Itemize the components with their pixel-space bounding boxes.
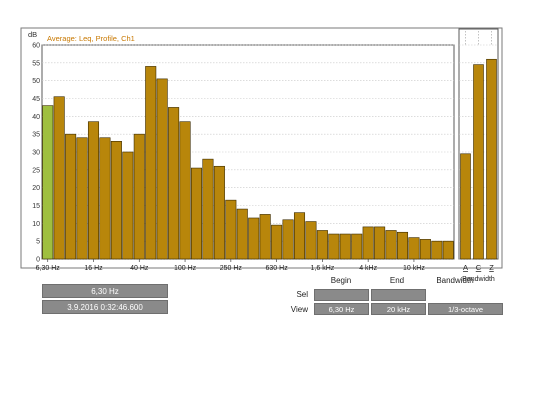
- spectrum-bar: [53, 96, 65, 260]
- x-tick-label: 10 kHz: [403, 265, 425, 272]
- column-header-end: End: [389, 276, 405, 285]
- y-unit-label: dB: [28, 30, 37, 39]
- spectrum-bar: [42, 105, 54, 260]
- spectrum-bar: [305, 221, 317, 260]
- y-tick-label: 40: [32, 114, 40, 121]
- spectrum-bar: [328, 233, 340, 260]
- spectrum-bar: [351, 233, 363, 260]
- broadband-category-label: C: [476, 263, 482, 272]
- x-tick-label: 16 Hz: [84, 265, 103, 272]
- column-header-begin: Begin: [330, 276, 352, 285]
- spectrum-bar: [271, 224, 283, 260]
- spectrum-chart: 0 5 10 15 20 25 30 35 40 45 50 55 60 6,30 Hz 16 Hz 40 H…: [20, 27, 503, 283]
- spectrum-bar: [385, 230, 397, 260]
- spectrum-bar: [431, 240, 443, 260]
- y-tick-label: 10: [32, 221, 40, 228]
- spectrum-bar: [133, 133, 145, 260]
- spectrum-bar: [76, 137, 88, 260]
- view-end-cell[interactable]: 20 kHz: [371, 303, 426, 315]
- row-label-view: View: [290, 305, 308, 314]
- x-tick-label: 630 Hz: [266, 265, 289, 272]
- row-label-sel: Sel: [296, 290, 308, 299]
- spectrum-bar: [99, 137, 111, 260]
- x-tick-label: 250 Hz: [220, 265, 243, 272]
- x-tick-label: 4 kHz: [359, 265, 377, 272]
- y-tick-label: 20: [32, 185, 40, 192]
- spectrum-bar: [293, 212, 306, 260]
- y-tick-label: 45: [32, 96, 40, 103]
- broadband-bar: [486, 58, 497, 260]
- sel-begin-cell[interactable]: [314, 289, 369, 301]
- spectrum-bar: [213, 165, 225, 260]
- spectrum-bar: [202, 158, 214, 260]
- y-tick-label: 30: [32, 150, 40, 157]
- y-tick-label: 15: [32, 203, 40, 210]
- spectrum-bar: [339, 233, 351, 260]
- spectrum-bar: [236, 208, 248, 260]
- spectrum-bar: [374, 226, 386, 260]
- y-tick-label: 5: [36, 239, 40, 246]
- x-tick-label: 6,30 Hz: [36, 265, 61, 272]
- x-tick-label: 100 Hz: [174, 265, 197, 272]
- spectrum-bar: [110, 141, 122, 260]
- spectrum-bar: [179, 121, 191, 260]
- spectrum-bar: [225, 199, 237, 260]
- spectrum-bar: [168, 107, 180, 260]
- spectrum-bar: [190, 167, 203, 260]
- spectrum-bar: [419, 239, 431, 260]
- cursor-timestamp-readout: 3.9.2016 0:32:46.600: [42, 300, 168, 314]
- sel-end-cell[interactable]: [371, 289, 426, 301]
- column-header-bandwidth: Bandwidth: [436, 276, 474, 285]
- broadband-category-label: Z: [489, 263, 494, 272]
- spectrum-bar: [442, 240, 454, 260]
- spectrum-bar: [362, 226, 374, 260]
- y-tick-label: 35: [32, 132, 40, 139]
- graph-title: Average: Leq, Profile, Ch1: [47, 34, 135, 43]
- broadband-category-label: A: [463, 263, 468, 272]
- spectrum-bar: [396, 231, 409, 260]
- bandwidth-axis-label: Bandwidth: [462, 276, 495, 283]
- spectrum-bar: [145, 66, 157, 260]
- spectrum-bar: [408, 237, 420, 260]
- broadband-bar: [460, 153, 471, 260]
- y-tick-label: 0: [36, 257, 40, 264]
- spectrum-bar: [316, 230, 328, 260]
- spectrum-analyzer: 0 5 10 15 20 25 30 35 40 45 50 55 60 6,30 Hz 16 Hz 40 H…: [20, 27, 503, 319]
- y-tick-label: 25: [32, 167, 40, 174]
- x-tick-label: 1,6 kHz: [311, 265, 335, 272]
- y-tick-label: 60: [32, 43, 40, 50]
- y-tick-label: 55: [32, 60, 40, 67]
- broadband-bar: [473, 64, 484, 260]
- spectrum-bar: [87, 121, 100, 260]
- spectrum-bar: [65, 133, 77, 260]
- spectrum-bar: [282, 219, 294, 260]
- y-tick-label: 50: [32, 78, 40, 85]
- spectrum-bar: [248, 217, 260, 260]
- view-bandwidth-cell[interactable]: 1/3-octave: [428, 303, 503, 315]
- cursor-frequency-readout: 6,30 Hz: [42, 284, 168, 298]
- spectrum-bar: [259, 214, 271, 260]
- spectrum-bar: [156, 78, 168, 260]
- spectrum-bar: [122, 151, 134, 260]
- view-begin-cell[interactable]: 6,30 Hz: [314, 303, 369, 315]
- x-tick-label: 40 Hz: [130, 265, 149, 272]
